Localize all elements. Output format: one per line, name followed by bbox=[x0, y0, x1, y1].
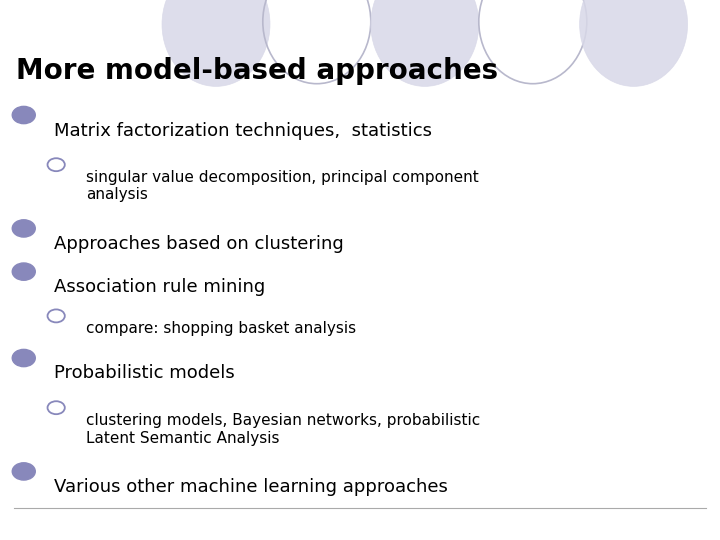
Text: More model-based approaches: More model-based approaches bbox=[16, 57, 498, 85]
Circle shape bbox=[12, 263, 35, 280]
Circle shape bbox=[12, 220, 35, 237]
Text: compare: shopping basket analysis: compare: shopping basket analysis bbox=[86, 321, 356, 336]
Text: Various other machine learning approaches: Various other machine learning approache… bbox=[54, 478, 448, 496]
Text: clustering models, Bayesian networks, probabilistic
Latent Semantic Analysis: clustering models, Bayesian networks, pr… bbox=[86, 413, 481, 446]
Circle shape bbox=[12, 463, 35, 480]
Text: Probabilistic models: Probabilistic models bbox=[54, 364, 235, 382]
Text: singular value decomposition, principal component
analysis: singular value decomposition, principal … bbox=[86, 170, 479, 202]
Text: Matrix factorization techniques,  statistics: Matrix factorization techniques, statist… bbox=[54, 122, 432, 139]
Circle shape bbox=[12, 106, 35, 124]
Ellipse shape bbox=[580, 0, 688, 86]
Text: Association rule mining: Association rule mining bbox=[54, 278, 265, 296]
Ellipse shape bbox=[162, 0, 270, 86]
Circle shape bbox=[12, 349, 35, 367]
Text: Approaches based on clustering: Approaches based on clustering bbox=[54, 235, 343, 253]
Ellipse shape bbox=[371, 0, 479, 86]
